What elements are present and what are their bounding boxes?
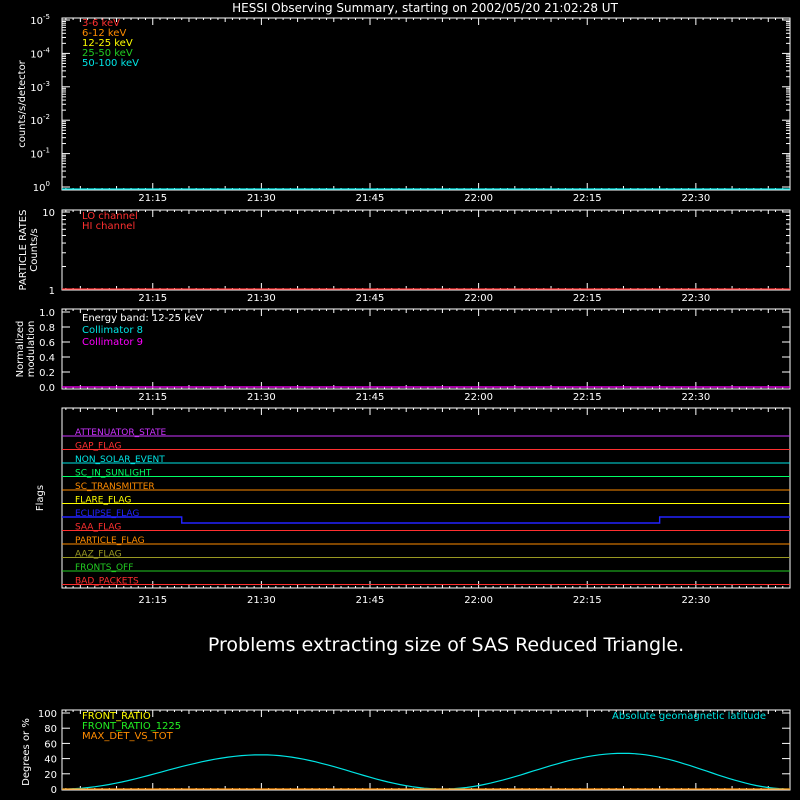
time-tick-label: 22:00 [464,293,493,304]
time-tick-label: 22:30 [681,392,710,403]
flag-label: SAA_FLAG [75,523,121,533]
flag-line-eclipse [62,516,790,524]
time-tick-label: 22:00 [464,193,493,204]
time-tick-label: 21:30 [247,193,276,204]
y-tick-label: 100 [38,709,57,720]
y-tick-label: 60 [44,739,57,750]
y-tick-label: 10-5 [30,13,50,27]
y-tick-label: 0.2 [39,368,55,379]
legend-item: 50-100 keV [82,58,139,69]
time-tick-label: 21:15 [138,293,167,304]
y-tick-label: 1.0 [39,308,55,319]
flag-label: SC_TRANSMITTER [75,482,155,492]
time-tick-label: 22:15 [573,392,602,403]
flag-label: ATTENUATOR_STATE [75,428,167,438]
time-tick-label: 21:15 [138,392,167,403]
flag-label: BAD_PACKETS [75,577,139,587]
legend-item: 12-25 keV [82,38,133,49]
time-tick-label: 22:30 [681,293,710,304]
legend-item: Collimator 9 [82,337,143,348]
time-tick-label: 21:30 [247,595,276,606]
panel-frame-3 [61,407,791,589]
legend-item: 6-12 keV [82,28,126,39]
y-tick-label: 40 [44,755,57,766]
y-tick-label: 10-4 [30,46,50,60]
y-tick-label: 0.4 [39,353,55,364]
flag-label: AAZ_FLAG [75,550,122,560]
flag-label: PARTICLE_FLAG [75,536,145,546]
time-tick-label: 21:30 [247,392,276,403]
plot-title: HESSI Observing Summary, starting on 200… [232,1,618,15]
time-tick-label: 22:00 [464,392,493,403]
error-message: Problems extracting size of SAS Reduced … [208,634,684,656]
flag-label: NON_SOLAR_EVENT [75,455,165,465]
legend-item: Energy band: 12-25 keV [82,313,203,324]
y-tick-label: 20 [44,770,57,781]
legend-item: MAX_DET_VS_TOT [82,731,174,742]
time-tick-label: 21:15 [138,193,167,204]
legend-item: LO channel [82,211,138,222]
y-axis-label: Flags [35,485,46,511]
y-axis-label: modulation [26,321,37,378]
y-tick-label: 0.6 [39,338,55,349]
time-tick-label: 21:30 [247,293,276,304]
time-tick-label: 21:45 [356,595,385,606]
panel-frame-0 [61,17,791,191]
y-axis-label: Degrees or % [21,718,32,786]
y-axis-label: PARTICLE RATES [18,210,29,291]
panel-frame-4 [61,709,791,791]
time-tick-label: 22:15 [573,293,602,304]
time-tick-label: 21:45 [356,293,385,304]
y-tick-label: 10 [42,208,55,219]
legend-item: Collimator 8 [82,325,143,336]
time-tick-label: 22:30 [681,193,710,204]
y-axis-label: Counts/s [29,228,40,272]
legend-item: 25-50 keV [82,48,133,59]
flag-label: FLARE_FLAG [75,496,131,506]
y-tick-label: 1 [49,286,55,297]
panel-frame-1 [61,209,791,291]
y-tick-label: 10-2 [30,113,50,127]
y-axis-label: counts/s/detector [17,59,28,147]
legend-item: HI channel [82,221,135,232]
time-tick-label: 22:00 [464,595,493,606]
time-tick-label: 21:45 [356,392,385,403]
time-tick-label: 22:15 [573,595,602,606]
y-tick-label: 80 [44,724,57,735]
legend-item: 3-6 keV [82,18,120,29]
y-tick-label: 10-1 [30,147,50,161]
y-tick-label: 0 [51,785,57,796]
y-tick-label: 0.0 [39,383,55,394]
right-legend-item: Absolute geomagnetic latitude [612,711,766,722]
time-tick-label: 22:30 [681,595,710,606]
series-line-geomagnetic-latitude [61,752,791,790]
y-tick-label: 0.8 [39,323,55,334]
time-tick-label: 21:45 [356,193,385,204]
flag-label: SC_IN_SUNLIGHT [75,469,152,479]
time-tick-label: 22:15 [573,193,602,204]
y-axis-label: Normalized [15,321,26,378]
y-tick-label: 100 [33,180,50,194]
flag-label: FRONTS_OFF [75,563,133,573]
legend-item: FRONT_RATIO [82,711,151,722]
legend-item: FRONT_RATIO_1225 [82,721,181,732]
y-tick-label: 10-3 [30,80,50,94]
panel-frame-2 [61,308,791,390]
flag-label: GAP_FLAG [75,442,121,452]
time-tick-label: 21:15 [138,595,167,606]
flag-label: ECLIPSE_FLAG [75,509,139,519]
